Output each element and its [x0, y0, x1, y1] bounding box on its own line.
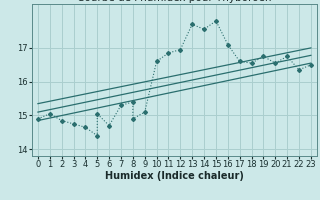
Title: Courbe de l'humidex pour Thyboroen: Courbe de l'humidex pour Thyboroen	[77, 0, 272, 3]
X-axis label: Humidex (Indice chaleur): Humidex (Indice chaleur)	[105, 171, 244, 181]
